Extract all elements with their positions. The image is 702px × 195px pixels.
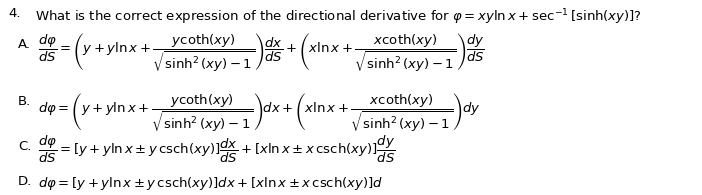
Text: C.: C. [18,140,32,153]
Text: What is the correct expression of the directional derivative for $\varphi = xy\l: What is the correct expression of the di… [35,7,642,27]
Text: $\dfrac{d\varphi}{dS} = \left(y + y\ln x + \dfrac{y\coth(xy)}{\sqrt{\sinh^2(xy)-: $\dfrac{d\varphi}{dS} = \left(y + y\ln x… [38,32,485,74]
Text: B.: B. [18,95,32,108]
Text: A.: A. [18,38,31,51]
Text: 4.: 4. [8,7,20,20]
Text: $\dfrac{d\varphi}{dS} = [y + y\ln x \pm y\,\mathrm{csch}(xy)]\dfrac{dx}{dS} + [x: $\dfrac{d\varphi}{dS} = [y + y\ln x \pm … [38,134,395,165]
Text: $d\varphi = \left(y + y\ln x + \dfrac{y\coth(xy)}{\sqrt{\sinh^2(xy)-1}}\right)dx: $d\varphi = \left(y + y\ln x + \dfrac{y\… [38,92,481,135]
Text: $d\varphi = [y + y\ln x \pm y\,\mathrm{csch}(xy)]dx + [x\ln x \pm x\,\mathrm{csc: $d\varphi = [y + y\ln x \pm y\,\mathrm{c… [38,175,383,192]
Text: D.: D. [18,175,32,188]
